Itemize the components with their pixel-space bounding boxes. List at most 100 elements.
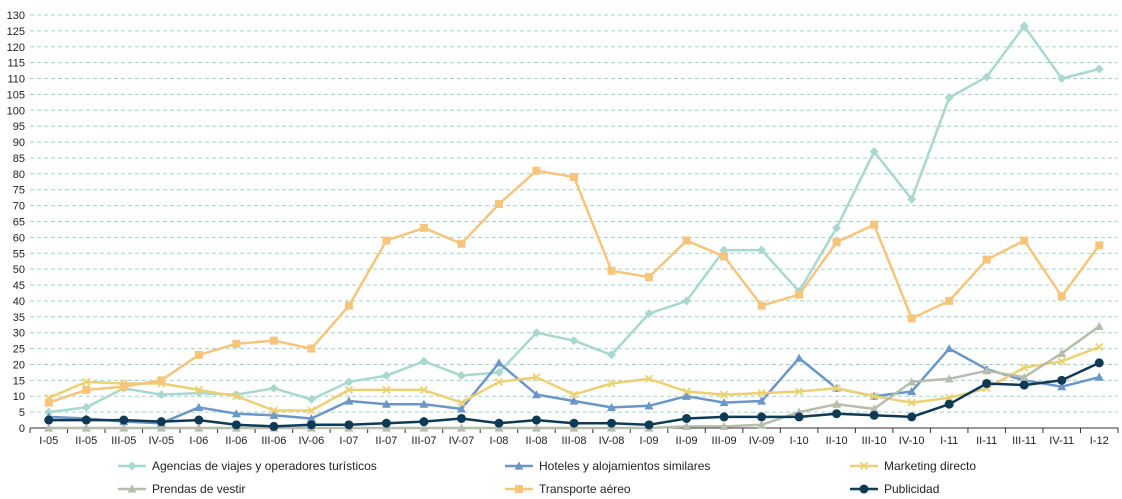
y-tick-label: 80 bbox=[13, 169, 25, 181]
x-tick-label: IV-09 bbox=[749, 435, 775, 447]
data-point bbox=[494, 377, 504, 387]
data-point bbox=[344, 396, 354, 405]
data-point bbox=[682, 387, 691, 396]
data-point bbox=[44, 398, 53, 407]
data-point bbox=[870, 220, 879, 229]
data-point bbox=[381, 418, 391, 428]
data-point bbox=[682, 421, 692, 431]
data-point bbox=[719, 412, 729, 422]
legend-marker bbox=[515, 485, 523, 493]
data-point bbox=[757, 420, 767, 429]
data-point bbox=[419, 399, 429, 408]
legend-label: Prendas de vestir bbox=[152, 482, 245, 496]
legend-label: Hoteles y alojamientos similares bbox=[539, 459, 710, 473]
data-point bbox=[945, 393, 954, 402]
data-point bbox=[1057, 74, 1067, 84]
data-point bbox=[456, 413, 466, 423]
data-point bbox=[719, 421, 729, 431]
y-tick-label: 15 bbox=[13, 375, 25, 387]
data-point bbox=[456, 404, 466, 413]
legend-marker bbox=[127, 484, 137, 493]
data-point bbox=[494, 200, 503, 209]
data-point bbox=[456, 371, 466, 381]
data-point bbox=[194, 350, 203, 359]
data-point bbox=[269, 406, 278, 415]
data-point bbox=[944, 399, 954, 409]
data-point bbox=[1019, 21, 1029, 31]
data-point bbox=[607, 266, 616, 275]
data-point bbox=[607, 350, 617, 360]
data-point bbox=[156, 417, 166, 427]
data-point bbox=[644, 309, 654, 319]
data-point bbox=[344, 420, 354, 430]
data-point bbox=[719, 390, 729, 399]
y-tick-label: 120 bbox=[7, 42, 25, 54]
y-tick-label: 70 bbox=[13, 201, 25, 213]
x-tick-label: II-06 bbox=[225, 435, 247, 447]
data-point bbox=[494, 358, 504, 367]
data-point bbox=[1057, 375, 1067, 385]
data-point bbox=[907, 194, 917, 204]
x-tick-label: III-11 bbox=[1012, 435, 1036, 447]
data-point bbox=[194, 402, 204, 411]
x-tick-label: II-10 bbox=[826, 435, 848, 447]
y-tick-label: 90 bbox=[13, 137, 25, 149]
x-tick-label: I-06 bbox=[189, 435, 208, 447]
y-tick-label: 75 bbox=[13, 185, 25, 197]
data-point bbox=[419, 423, 429, 432]
data-point bbox=[269, 336, 278, 345]
data-point bbox=[832, 409, 842, 419]
x-tick-label: III-07 bbox=[411, 435, 436, 447]
data-point bbox=[382, 385, 391, 395]
data-point bbox=[157, 376, 166, 385]
data-point bbox=[156, 423, 166, 432]
data-point bbox=[757, 301, 766, 310]
data-point bbox=[81, 423, 91, 432]
data-point bbox=[569, 396, 579, 405]
data-point bbox=[231, 409, 241, 418]
data-point bbox=[1019, 372, 1029, 381]
data-point bbox=[682, 296, 692, 306]
legend-item: Prendas de vestir bbox=[118, 482, 245, 496]
data-point bbox=[1057, 357, 1066, 366]
data-point bbox=[82, 377, 91, 387]
y-tick-label: 5 bbox=[19, 407, 25, 419]
legend-item: Marketing directo bbox=[850, 459, 976, 473]
data-point bbox=[194, 415, 204, 425]
data-point bbox=[232, 392, 241, 401]
data-point bbox=[306, 420, 316, 430]
data-point bbox=[532, 373, 541, 382]
data-point bbox=[869, 410, 879, 420]
x-tick-label: III-06 bbox=[261, 435, 286, 447]
data-point bbox=[1057, 348, 1067, 357]
legend-marker bbox=[127, 461, 137, 471]
data-point bbox=[419, 356, 429, 366]
legend-marker bbox=[859, 461, 869, 471]
data-point bbox=[719, 398, 729, 407]
data-point bbox=[869, 147, 879, 157]
data-point bbox=[1057, 292, 1066, 301]
data-point bbox=[870, 392, 879, 401]
data-point bbox=[307, 344, 316, 353]
x-tick-label: I-10 bbox=[790, 435, 809, 447]
y-tick-label: 100 bbox=[7, 105, 25, 117]
data-point bbox=[944, 374, 954, 383]
data-point bbox=[982, 379, 992, 389]
series-4 bbox=[44, 166, 1104, 407]
y-tick-label: 110 bbox=[7, 74, 25, 86]
data-point bbox=[307, 406, 316, 415]
legend-marker bbox=[514, 461, 524, 470]
data-point bbox=[644, 420, 654, 430]
data-point bbox=[344, 385, 354, 395]
data-point bbox=[419, 385, 429, 395]
data-point bbox=[382, 236, 391, 245]
data-point bbox=[607, 402, 617, 411]
data-point bbox=[682, 236, 691, 245]
data-point bbox=[569, 418, 579, 428]
data-point bbox=[832, 399, 842, 408]
y-tick-label: 25 bbox=[13, 344, 25, 356]
x-tick-label: IV-07 bbox=[449, 435, 475, 447]
x-tick-label: II-08 bbox=[525, 435, 547, 447]
y-tick-label: 45 bbox=[13, 280, 25, 292]
